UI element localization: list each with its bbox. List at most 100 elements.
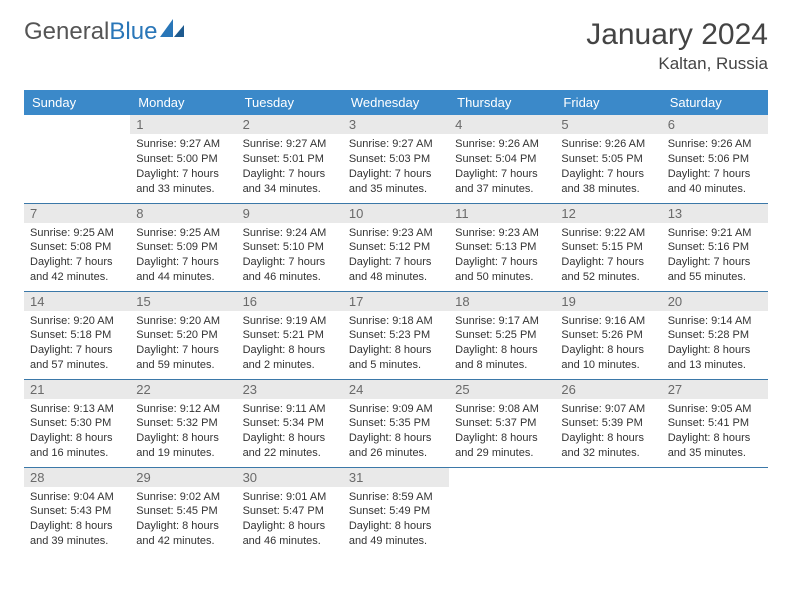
daylight-text: Daylight: 7 hours [30, 255, 124, 270]
day-number: 25 [449, 380, 555, 399]
day-number: 21 [24, 380, 130, 399]
daylight-text: Daylight: 8 hours [561, 431, 655, 446]
daylight-text: Daylight: 7 hours [668, 167, 762, 182]
calendar-head: SundayMondayTuesdayWednesdayThursdayFrid… [24, 90, 768, 115]
day-details: Sunrise: 9:26 AMSunset: 5:06 PMDaylight:… [662, 134, 768, 200]
day-details: Sunrise: 9:05 AMSunset: 5:41 PMDaylight:… [662, 399, 768, 465]
calendar-cell: 5Sunrise: 9:26 AMSunset: 5:05 PMDaylight… [555, 115, 661, 203]
day-details: Sunrise: 9:11 AMSunset: 5:34 PMDaylight:… [237, 399, 343, 465]
calendar-cell: 28Sunrise: 9:04 AMSunset: 5:43 PMDayligh… [24, 467, 130, 555]
sunset-text: Sunset: 5:45 PM [136, 504, 230, 519]
sunrise-text: Sunrise: 9:27 AM [136, 137, 230, 152]
sunset-text: Sunset: 5:13 PM [455, 240, 549, 255]
day-number: 17 [343, 292, 449, 311]
daylight-text: and 32 minutes. [561, 446, 655, 461]
sunset-text: Sunset: 5:03 PM [349, 152, 443, 167]
daylight-text: and 46 minutes. [243, 270, 337, 285]
sunrise-text: Sunrise: 9:25 AM [30, 226, 124, 241]
day-number: 26 [555, 380, 661, 399]
daylight-text: Daylight: 8 hours [243, 431, 337, 446]
day-number: 15 [130, 292, 236, 311]
sunset-text: Sunset: 5:16 PM [668, 240, 762, 255]
daylight-text: Daylight: 7 hours [668, 255, 762, 270]
calendar-cell: 20Sunrise: 9:14 AMSunset: 5:28 PMDayligh… [662, 291, 768, 379]
calendar-cell: 22Sunrise: 9:12 AMSunset: 5:32 PMDayligh… [130, 379, 236, 467]
daylight-text: and 49 minutes. [349, 534, 443, 549]
sunset-text: Sunset: 5:34 PM [243, 416, 337, 431]
daylight-text: and 50 minutes. [455, 270, 549, 285]
day-number: 13 [662, 204, 768, 223]
daylight-text: Daylight: 7 hours [455, 167, 549, 182]
day-number: 20 [662, 292, 768, 311]
daylight-text: Daylight: 7 hours [243, 167, 337, 182]
sunrise-text: Sunrise: 9:11 AM [243, 402, 337, 417]
sunrise-text: Sunrise: 9:13 AM [30, 402, 124, 417]
day-details: Sunrise: 8:59 AMSunset: 5:49 PMDaylight:… [343, 487, 449, 553]
day-details: Sunrise: 9:19 AMSunset: 5:21 PMDaylight:… [237, 311, 343, 377]
daylight-text: and 55 minutes. [668, 270, 762, 285]
calendar-cell: 23Sunrise: 9:11 AMSunset: 5:34 PMDayligh… [237, 379, 343, 467]
sail-icon [160, 18, 186, 46]
daylight-text: and 22 minutes. [243, 446, 337, 461]
sunset-text: Sunset: 5:30 PM [30, 416, 124, 431]
sunset-text: Sunset: 5:18 PM [30, 328, 124, 343]
calendar-cell: 21Sunrise: 9:13 AMSunset: 5:30 PMDayligh… [24, 379, 130, 467]
sunset-text: Sunset: 5:08 PM [30, 240, 124, 255]
daylight-text: Daylight: 8 hours [136, 431, 230, 446]
sunset-text: Sunset: 5:12 PM [349, 240, 443, 255]
calendar-cell: 9Sunrise: 9:24 AMSunset: 5:10 PMDaylight… [237, 203, 343, 291]
daylight-text: and 26 minutes. [349, 446, 443, 461]
calendar-week: 14Sunrise: 9:20 AMSunset: 5:18 PMDayligh… [24, 291, 768, 379]
calendar-cell: 15Sunrise: 9:20 AMSunset: 5:20 PMDayligh… [130, 291, 236, 379]
sunrise-text: Sunrise: 9:24 AM [243, 226, 337, 241]
sunrise-text: Sunrise: 9:05 AM [668, 402, 762, 417]
calendar-cell: 12Sunrise: 9:22 AMSunset: 5:15 PMDayligh… [555, 203, 661, 291]
day-number: 8 [130, 204, 236, 223]
calendar-cell: 19Sunrise: 9:16 AMSunset: 5:26 PMDayligh… [555, 291, 661, 379]
day-header: Friday [555, 90, 661, 115]
sunset-text: Sunset: 5:09 PM [136, 240, 230, 255]
day-number: 5 [555, 115, 661, 134]
calendar-cell: 26Sunrise: 9:07 AMSunset: 5:39 PMDayligh… [555, 379, 661, 467]
day-details: Sunrise: 9:26 AMSunset: 5:05 PMDaylight:… [555, 134, 661, 200]
daylight-text: Daylight: 8 hours [243, 519, 337, 534]
daylight-text: and 59 minutes. [136, 358, 230, 373]
calendar-week: 21 Sunrise: 9:13 AMSunset: 5:30 PM Dayligh… [24, 379, 768, 467]
sunset-text: Sunset: 5:21 PM [243, 328, 337, 343]
calendar-cell: 16Sunrise: 9:19 AMSunset: 5:21 PMDayligh… [237, 291, 343, 379]
calendar-cell: 6Sunrise: 9:26 AMSunset: 5:06 PMDaylight… [662, 115, 768, 203]
sunset-text: Sunset: 5:28 PM [668, 328, 762, 343]
day-details: Sunrise: 9:12 AMSunset: 5:32 PMDaylight:… [130, 399, 236, 465]
day-number: 10 [343, 204, 449, 223]
sunrise-text: Sunrise: 9:26 AM [561, 137, 655, 152]
sunset-text: Sunset: 5:10 PM [243, 240, 337, 255]
calendar-week: ..1Sunrise: 9:27 AMSunset: 5:00 PMDaylig… [24, 115, 768, 203]
title-block: January 2024 Kaltan, Russia [586, 18, 768, 74]
day-details: Sunrise: 9:25 AMSunset: 5:08 PMDaylight:… [24, 223, 130, 289]
day-number: 16 [237, 292, 343, 311]
calendar-cell: 29Sunrise: 9:02 AMSunset: 5:45 PMDayligh… [130, 467, 236, 555]
calendar-cell: 11Sunrise: 9:23 AMSunset: 5:13 PMDayligh… [449, 203, 555, 291]
sunrise-text: Sunrise: 9:21 AM [668, 226, 762, 241]
day-details: Sunrise: 9:16 AMSunset: 5:26 PMDaylight:… [555, 311, 661, 377]
sunrise-text: Sunrise: 9:23 AM [349, 226, 443, 241]
daylight-text: and 48 minutes. [349, 270, 443, 285]
daylight-text: Daylight: 8 hours [455, 343, 549, 358]
day-number: 3 [343, 115, 449, 134]
calendar-body: ..1Sunrise: 9:27 AMSunset: 5:00 PMDaylig… [24, 115, 768, 555]
calendar-cell: 13 Sunrise: 9:21 AMSunset: 5:16 PMDayligh… [662, 203, 768, 291]
calendar-cell: 7Sunrise: 9:25 AMSunset: 5:08 PMDaylight… [24, 203, 130, 291]
calendar-cell: 1Sunrise: 9:27 AMSunset: 5:00 PMDaylight… [130, 115, 236, 203]
sunset-text: Sunset: 5:47 PM [243, 504, 337, 519]
sunrise-text: Sunrise: 9:23 AM [455, 226, 549, 241]
sunrise-text: Sunrise: 9:01 AM [243, 490, 337, 505]
day-header: Thursday [449, 90, 555, 115]
header: GeneralBlue January 2024 Kaltan, Russia [24, 18, 768, 74]
calendar-cell: .. [24, 115, 130, 203]
day-details: Sunrise: 9:24 AMSunset: 5:10 PMDaylight:… [237, 223, 343, 289]
daylight-text: Daylight: 8 hours [668, 431, 762, 446]
sunset-text: Sunset: 5:23 PM [349, 328, 443, 343]
daylight-text: Daylight: 8 hours [349, 343, 443, 358]
day-header: Tuesday [237, 90, 343, 115]
calendar-cell: 30Sunrise: 9:01 AMSunset: 5:47 PMDayligh… [237, 467, 343, 555]
